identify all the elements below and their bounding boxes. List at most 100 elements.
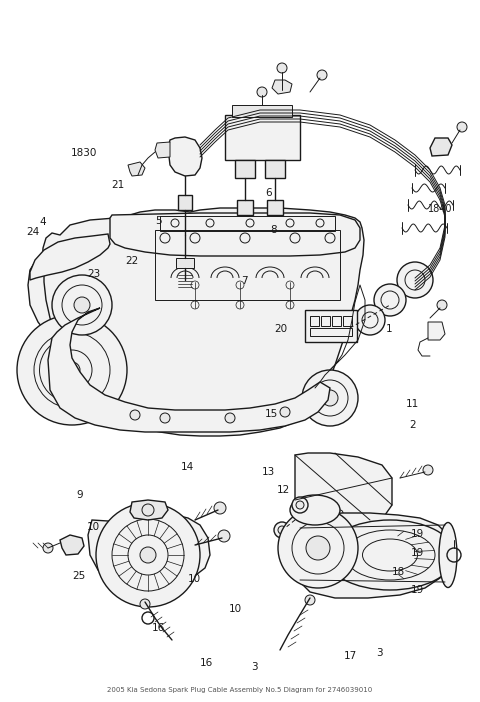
Polygon shape <box>295 453 392 520</box>
Polygon shape <box>168 137 202 176</box>
Polygon shape <box>128 162 145 176</box>
Text: 2005 Kia Sedona Spark Plug Cable Assembly No.5 Diagram for 2746039010: 2005 Kia Sedona Spark Plug Cable Assembl… <box>108 687 372 693</box>
Circle shape <box>280 407 290 417</box>
Circle shape <box>43 543 53 553</box>
Polygon shape <box>42 208 364 436</box>
Polygon shape <box>298 513 452 598</box>
Circle shape <box>218 530 230 542</box>
Bar <box>310 316 319 326</box>
Circle shape <box>225 413 235 423</box>
Polygon shape <box>235 160 255 178</box>
Circle shape <box>52 275 112 335</box>
Bar <box>305 310 357 342</box>
Text: 10: 10 <box>87 522 100 531</box>
Circle shape <box>274 522 290 538</box>
Text: 18: 18 <box>392 567 405 577</box>
Text: 3: 3 <box>376 648 383 658</box>
Text: 6: 6 <box>265 188 272 198</box>
Text: 14: 14 <box>180 462 194 472</box>
Text: 12: 12 <box>276 485 290 495</box>
Bar <box>176 258 194 268</box>
Ellipse shape <box>439 522 457 588</box>
Bar <box>310 328 352 336</box>
Polygon shape <box>265 160 285 178</box>
Circle shape <box>437 300 447 310</box>
Circle shape <box>278 508 358 588</box>
Circle shape <box>140 547 156 563</box>
Circle shape <box>374 284 406 316</box>
Text: 21: 21 <box>111 180 124 190</box>
Text: 11: 11 <box>406 399 420 409</box>
Text: 2: 2 <box>409 420 416 430</box>
Polygon shape <box>28 252 55 340</box>
Text: 24: 24 <box>26 227 39 237</box>
Circle shape <box>302 370 358 426</box>
Bar <box>225 115 300 160</box>
Bar <box>332 316 341 326</box>
Circle shape <box>140 599 150 609</box>
Polygon shape <box>60 535 84 555</box>
Circle shape <box>322 390 338 406</box>
Circle shape <box>64 362 80 378</box>
Polygon shape <box>272 80 292 94</box>
Text: 17: 17 <box>344 651 357 661</box>
Circle shape <box>214 502 226 514</box>
Text: 20: 20 <box>274 324 288 333</box>
Polygon shape <box>130 500 168 520</box>
Polygon shape <box>178 195 192 210</box>
Text: 19: 19 <box>411 548 424 558</box>
Text: 19: 19 <box>411 529 424 538</box>
Text: 23: 23 <box>87 269 100 279</box>
Text: 9: 9 <box>76 490 83 500</box>
Polygon shape <box>48 308 330 432</box>
Bar <box>232 105 292 117</box>
Text: 8: 8 <box>270 225 277 235</box>
Polygon shape <box>237 200 253 215</box>
Text: 10: 10 <box>228 604 242 614</box>
Polygon shape <box>430 138 452 156</box>
Text: 1: 1 <box>385 324 392 333</box>
Circle shape <box>296 501 304 509</box>
Text: 7: 7 <box>241 276 248 286</box>
Polygon shape <box>155 142 170 158</box>
Circle shape <box>96 503 200 607</box>
Circle shape <box>17 315 127 425</box>
Circle shape <box>423 465 433 475</box>
Circle shape <box>306 536 330 560</box>
Ellipse shape <box>290 495 340 525</box>
Text: 5: 5 <box>155 216 162 226</box>
Polygon shape <box>30 234 110 280</box>
Circle shape <box>355 305 385 335</box>
Bar <box>160 216 335 231</box>
Bar <box>155 230 340 300</box>
Circle shape <box>257 87 267 97</box>
Circle shape <box>317 70 327 80</box>
Text: 4: 4 <box>40 217 47 227</box>
Text: 10: 10 <box>188 574 201 584</box>
Circle shape <box>457 122 467 132</box>
Text: 13: 13 <box>262 467 276 477</box>
Circle shape <box>74 297 90 313</box>
Circle shape <box>292 497 308 513</box>
Circle shape <box>397 262 433 298</box>
Circle shape <box>277 63 287 73</box>
Circle shape <box>278 526 286 534</box>
Text: 25: 25 <box>72 571 86 581</box>
Text: 1830: 1830 <box>71 148 97 158</box>
Text: 19: 19 <box>411 585 424 595</box>
Text: 1840: 1840 <box>428 204 453 214</box>
Bar <box>343 316 352 326</box>
Circle shape <box>160 413 170 423</box>
Circle shape <box>305 595 315 605</box>
Text: 22: 22 <box>125 256 139 266</box>
Bar <box>321 316 330 326</box>
Polygon shape <box>428 322 445 340</box>
Polygon shape <box>88 514 210 602</box>
Ellipse shape <box>325 520 455 590</box>
Circle shape <box>130 410 140 420</box>
Polygon shape <box>267 200 283 215</box>
Text: 3: 3 <box>251 662 258 672</box>
Polygon shape <box>110 213 360 256</box>
Text: 16: 16 <box>200 658 213 668</box>
Text: 16: 16 <box>152 623 165 633</box>
